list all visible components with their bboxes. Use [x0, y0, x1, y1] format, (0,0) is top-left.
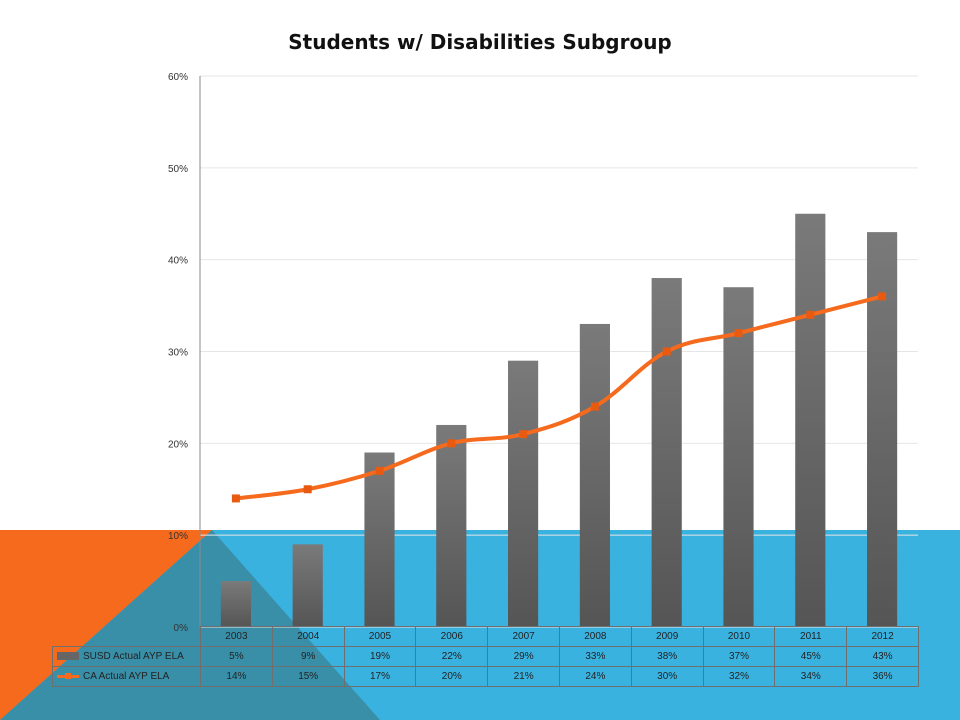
data-label: 45%	[774, 646, 848, 667]
x-category-label: 2011	[774, 626, 848, 647]
legend-line-swatch	[57, 672, 79, 679]
data-label: 32%	[702, 666, 776, 687]
line-marker	[447, 439, 456, 448]
data-label: 22%	[415, 646, 489, 667]
data-label: 19%	[343, 646, 417, 667]
bar	[220, 581, 251, 627]
data-label: 33%	[558, 646, 632, 667]
data-table: 2003 2004 2005 2006 2007 2008 2009 2010 2011 2012…	[52, 626, 919, 687]
x-category-label: 2005	[343, 626, 417, 647]
data-label: 17%	[343, 666, 417, 687]
data-label: 37%	[702, 646, 776, 667]
bar	[867, 232, 898, 627]
bar	[651, 278, 682, 627]
data-label: 24%	[558, 666, 632, 687]
x-category-label: 2007	[487, 626, 560, 647]
table-corner	[53, 627, 201, 647]
table-row: CA Actual AYP ELA 14% 15% 17% 20% 21% 24% 30% 32…	[52, 666, 919, 687]
bar	[364, 452, 395, 627]
data-label: 38%	[630, 646, 704, 667]
bar	[508, 360, 539, 627]
x-category-label: 2010	[702, 626, 776, 647]
bar	[436, 424, 467, 627]
x-category-label: 2004	[271, 626, 345, 647]
chart-title: Students w/ Disabilities Subgroup	[288, 30, 672, 54]
x-category-label: 2009	[630, 626, 704, 647]
y-tick-label: 10%	[168, 531, 188, 542]
x-category-label: 2012	[846, 626, 919, 647]
data-label: 14%	[200, 666, 273, 687]
bar	[795, 213, 826, 627]
data-label: 5%	[200, 646, 273, 667]
line-marker	[878, 292, 887, 301]
bar	[579, 323, 610, 627]
line-marker	[375, 466, 384, 475]
line-marker	[734, 329, 743, 338]
line-marker	[231, 494, 240, 503]
legend-entry: CA Actual AYP ELA	[52, 666, 201, 687]
data-label: 9%	[271, 646, 345, 667]
data-label: 21%	[487, 666, 560, 687]
data-label: 43%	[846, 646, 919, 667]
bar	[292, 544, 323, 627]
line-marker	[303, 485, 312, 494]
x-category-label: 2006	[415, 626, 489, 647]
y-tick-label: 0%	[174, 623, 189, 634]
data-label: 15%	[271, 666, 345, 687]
x-category-label: 2008	[558, 626, 632, 647]
y-tick-label: 50%	[168, 164, 188, 175]
table-row: SUSD Actual AYP ELA 5% 9% 19% 22% 29% 33% 38% 37…	[52, 646, 919, 667]
line-marker	[806, 310, 815, 319]
y-tick-label: 30%	[168, 348, 188, 359]
bar	[723, 287, 754, 627]
y-tick-label: 20%	[168, 439, 188, 450]
data-label: 36%	[846, 666, 919, 687]
series-name: SUSD Actual AYP ELA	[83, 651, 184, 662]
y-tick-label: 60%	[168, 72, 188, 83]
line-marker	[662, 347, 671, 356]
line-marker	[590, 402, 599, 411]
data-label: 29%	[487, 646, 560, 667]
x-category-label: 2003	[200, 626, 273, 647]
series-name: CA Actual AYP ELA	[83, 671, 170, 682]
y-tick-label: 40%	[168, 256, 188, 267]
data-label: 30%	[630, 666, 704, 687]
legend-bar-swatch	[57, 652, 79, 661]
line-marker	[519, 430, 528, 439]
data-label: 20%	[415, 666, 489, 687]
data-label: 34%	[774, 666, 848, 687]
legend-entry: SUSD Actual AYP ELA	[52, 646, 201, 667]
series-line	[235, 294, 883, 501]
